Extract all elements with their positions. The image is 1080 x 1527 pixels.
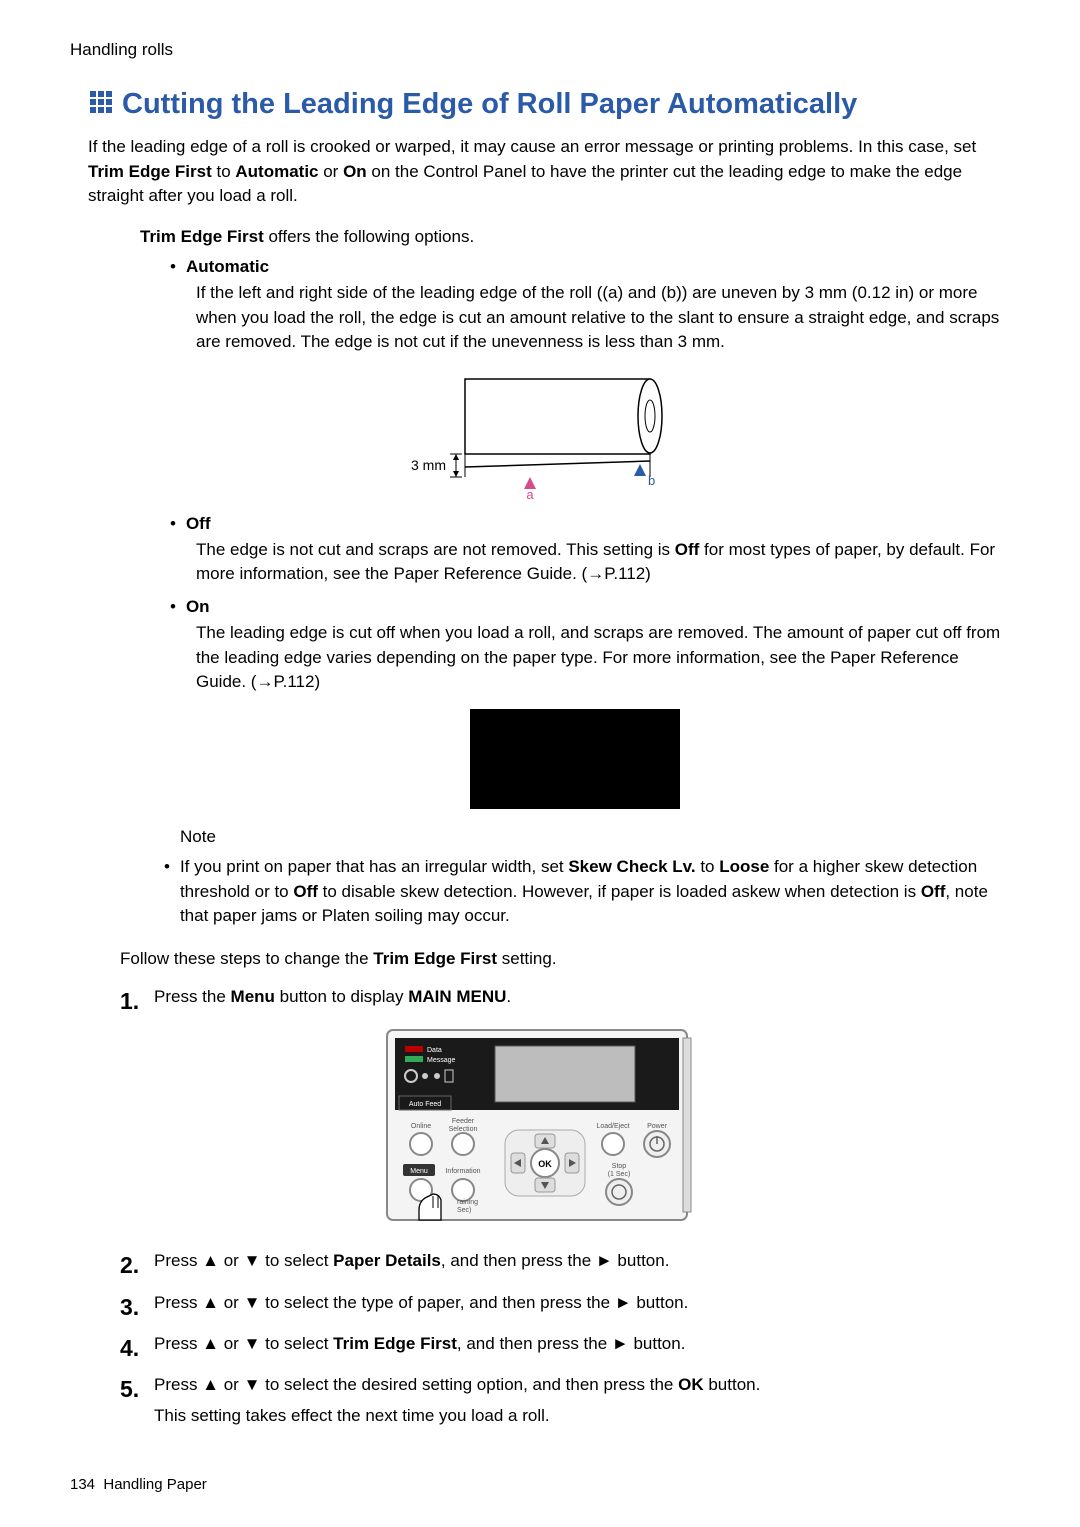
option-on: •On The leading edge is cut off when you… [170, 597, 1010, 695]
step-1: 1. Press the Menu button to display MAIN… [120, 985, 1010, 1018]
figure-control-panel: Data Message Auto Feed Online Feeder Sel… [70, 1028, 1010, 1231]
svg-text:Online: Online [411, 1123, 431, 1130]
step-2: 2. Press ▲ or ▼ to select Paper Details,… [120, 1249, 1010, 1282]
intro-paragraph: If the leading edge of a roll is crooked… [88, 135, 1010, 209]
svg-text:a: a [526, 487, 534, 499]
breadcrumb: Handling rolls [70, 40, 1010, 60]
follow-line: Follow these steps to change the Trim Ed… [120, 949, 1010, 969]
step-5: 5. Press ▲ or ▼ to select the desired se… [120, 1373, 1010, 1428]
svg-text:Power: Power [647, 1123, 668, 1130]
note-label: Note [180, 827, 1010, 847]
svg-text:(1 Sec): (1 Sec) [608, 1171, 631, 1178]
svg-text:Data: Data [427, 1047, 442, 1054]
svg-text:b: b [648, 473, 655, 488]
page-footer: 134 Handling Paper [70, 1476, 207, 1493]
page-title: Cutting the Leading Edge of Roll Paper A… [122, 88, 857, 121]
grid-icon [88, 89, 114, 120]
step-3: 3. Press ▲ or ▼ to select the type of pa… [120, 1291, 1010, 1324]
offers-line: Trim Edge First offers the following opt… [140, 227, 1010, 247]
svg-text:raining: raining [457, 1199, 478, 1206]
step-4: 4. Press ▲ or ▼ to select Trim Edge Firs… [120, 1332, 1010, 1365]
section-title: Cutting the Leading Edge of Roll Paper A… [88, 88, 1010, 121]
note-image-placeholder [470, 709, 680, 809]
svg-text:Load/Eject: Load/Eject [596, 1123, 629, 1130]
svg-text:3 mm: 3 mm [411, 457, 446, 473]
svg-text:Stop: Stop [612, 1163, 627, 1170]
svg-text:Message: Message [427, 1057, 456, 1064]
svg-text:Sec): Sec) [457, 1207, 471, 1214]
option-off: •Off The edge is not cut and scraps are … [170, 514, 1010, 587]
svg-text:OK: OK [538, 1159, 552, 1169]
svg-text:Selection: Selection [449, 1126, 478, 1133]
svg-text:Auto Feed: Auto Feed [409, 1101, 441, 1108]
option-automatic: •Automatic If the left and right side of… [170, 257, 1010, 355]
note-text: • If you print on paper that has an irre… [164, 855, 1010, 929]
svg-text:Menu: Menu [410, 1168, 428, 1175]
svg-text:Feeder: Feeder [452, 1118, 475, 1125]
figure-roll-edge: 3 mm a b [70, 369, 1010, 504]
note-block: Note • If you print on paper that has an… [140, 709, 1010, 929]
svg-text:Information: Information [445, 1168, 480, 1175]
